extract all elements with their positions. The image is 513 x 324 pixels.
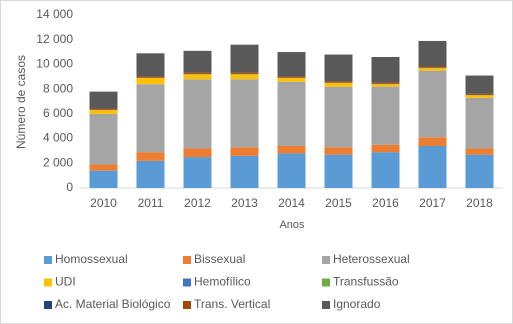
bar-segment (418, 137, 447, 146)
y-tick-label: 12 000 (36, 32, 73, 46)
bar-segment (230, 147, 259, 156)
legend-swatch (183, 301, 191, 309)
legend-swatch (322, 301, 330, 309)
bar-segment (89, 170, 118, 188)
bar-segment (183, 74, 212, 80)
bar-segment (183, 148, 212, 158)
bar-segment (324, 81, 353, 83)
bar-segment (230, 155, 259, 188)
bar-segment (465, 93, 494, 95)
legend-label: Heterossexual (333, 252, 410, 266)
legend-swatch (183, 278, 191, 287)
x-tick-label: 2012 (184, 196, 211, 210)
bar-segment (277, 153, 306, 188)
bar-segment (277, 76, 306, 78)
bar-segment (371, 86, 400, 145)
x-tick-label: 2018 (466, 196, 493, 210)
x-tick-label: 2015 (325, 196, 352, 210)
legend-label: Bissexual (194, 252, 245, 266)
bar-segment (136, 53, 165, 77)
y-axis-title: Número de casos (14, 55, 28, 149)
y-tick-label: 2 000 (43, 155, 73, 169)
bar-segment (183, 157, 212, 188)
bar-segment (89, 164, 118, 171)
legend-swatch (322, 256, 330, 264)
legend-swatch (44, 278, 52, 287)
bar-segment (371, 84, 400, 87)
legend-label: Ac. Material Biológico (55, 297, 171, 311)
legend-label: Homossexual (55, 252, 128, 266)
bar-segment (418, 66, 447, 68)
bar-segment (183, 79, 212, 149)
bar-segment (183, 50, 212, 73)
bar-segment (324, 154, 353, 188)
bar-segment (230, 72, 259, 74)
bar-segment (136, 160, 165, 188)
bar-segment (371, 57, 400, 83)
legend-swatch (44, 301, 52, 309)
bar-segment (324, 147, 353, 155)
y-tick-label: 8 000 (43, 81, 73, 95)
x-tick-label: 2011 (138, 196, 164, 210)
x-tick-label: 2010 (90, 196, 117, 210)
legend-label: Transfussão (333, 275, 399, 289)
bar-segment (136, 76, 165, 78)
bar-segment (89, 91, 118, 109)
legend-label: UDI (55, 275, 76, 289)
y-tick-label: 6 000 (43, 106, 73, 120)
legend-swatch (322, 278, 330, 287)
y-tick-label: 14 000 (36, 7, 73, 21)
bar-segment (465, 75, 494, 94)
bar-segment (418, 70, 447, 138)
bar-segment (465, 97, 494, 149)
x-tick-label: 2014 (278, 196, 305, 210)
y-tick-label: 0 (66, 180, 73, 194)
legend-swatch (183, 256, 191, 264)
bar-segment (230, 44, 259, 73)
x-tick-label: 2017 (419, 196, 446, 210)
bar-segment (418, 145, 447, 188)
x-tick-label: 2013 (231, 196, 258, 210)
bar-segment (183, 72, 212, 74)
bar-segment (465, 148, 494, 155)
bar-segment (277, 145, 306, 154)
bar-segment (277, 81, 306, 146)
bar-segment (465, 95, 494, 98)
bar-segment (371, 152, 400, 188)
bar-segment (371, 144, 400, 153)
bar-segment (324, 82, 353, 87)
bar-segment (277, 52, 306, 77)
bar-segment (230, 79, 259, 148)
bar-segment (89, 108, 118, 110)
bar-segment (230, 74, 259, 80)
bar-segment (418, 40, 447, 67)
y-tick-label: 4 000 (43, 131, 73, 145)
bar-segment (324, 86, 353, 148)
bar-segment (89, 110, 118, 114)
legend-label: Trans. Vertical (194, 297, 270, 311)
legend-label: Ignorado (333, 297, 381, 311)
x-tick-label: 2016 (372, 196, 399, 210)
bar-segment (89, 113, 118, 165)
bar-segment (465, 154, 494, 188)
bar-segment (418, 68, 447, 71)
legend-label: Hemofílico (194, 275, 251, 289)
bar-segment (136, 152, 165, 161)
bar-segment (277, 78, 306, 82)
bar-segment (324, 54, 353, 82)
bar-segment (136, 78, 165, 85)
bar-segment (136, 84, 165, 153)
legend-swatch (44, 256, 52, 264)
bar-segment (371, 82, 400, 84)
y-tick-label: 10 000 (36, 57, 73, 71)
x-axis-title: Anos (279, 219, 305, 231)
